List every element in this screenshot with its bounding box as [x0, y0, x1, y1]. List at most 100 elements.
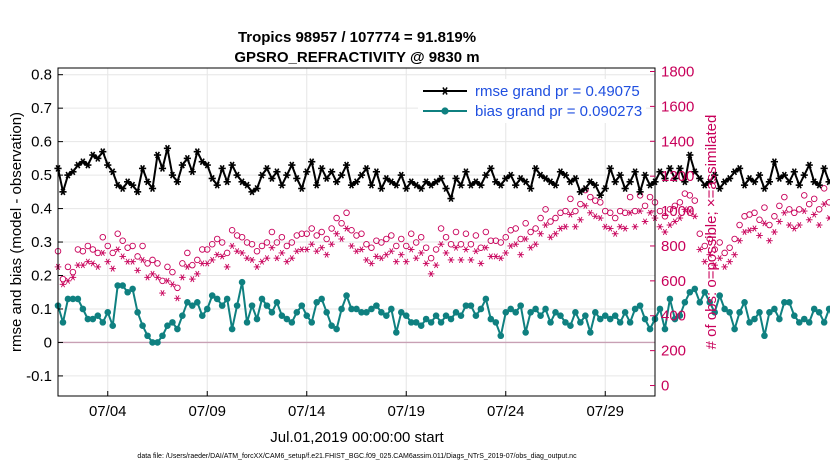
assimilated-point: [169, 281, 176, 288]
rmse-point: [168, 171, 177, 179]
bias-point: [308, 319, 316, 326]
bias-point: [194, 298, 201, 306]
y-right-tick-label: 0: [661, 378, 669, 395]
bias-point: [129, 285, 136, 293]
possible-point: [422, 244, 430, 251]
bias-point: [174, 325, 181, 333]
rmse-point: [457, 181, 465, 189]
possible-point: [532, 225, 539, 232]
legend-rmse-asterisk: [441, 87, 449, 95]
assimilated-point: [746, 227, 753, 234]
possible-point: [482, 228, 490, 236]
rmse-point: [313, 181, 321, 189]
assimilated-point: [562, 223, 569, 230]
assimilated-point: [333, 230, 340, 237]
possible-point: [114, 230, 121, 237]
assimilated-point: [572, 223, 579, 230]
assimilated-point: [99, 249, 107, 257]
assimilated-point: [378, 255, 385, 262]
assimilated-point: [328, 241, 335, 248]
rmse-point: [666, 164, 674, 172]
possible-point: [542, 206, 549, 213]
rmse-point: [417, 184, 425, 193]
bias-point: [104, 309, 112, 316]
possible-point: [263, 239, 271, 246]
possible-point: [751, 209, 758, 217]
possible-point: [59, 275, 67, 283]
bias-point: [472, 312, 480, 319]
series-possible: [54, 185, 830, 292]
possible-point: [641, 202, 649, 210]
possible-point: [587, 193, 594, 201]
assimilated-point: [79, 262, 87, 269]
possible-point: [805, 200, 813, 208]
assimilated-point: [666, 221, 674, 229]
rmse-point: [581, 184, 589, 193]
assimilated-point: [756, 232, 763, 239]
possible-point: [348, 227, 355, 234]
assimilated-point: [59, 281, 67, 288]
rmse-point: [556, 168, 565, 176]
assimilated-point: [606, 225, 614, 232]
bias-point: [268, 309, 276, 316]
bias-point: [666, 295, 674, 303]
bias-point: [422, 315, 430, 323]
rmse-point: [711, 171, 719, 179]
assimilated-point: [253, 263, 261, 270]
possible-point: [706, 235, 713, 243]
rmse-point: [183, 154, 191, 162]
rmse-point: [94, 154, 102, 162]
assimilated-point: [452, 244, 460, 251]
assimilated-point: [462, 246, 470, 253]
rmse-point: [576, 188, 584, 196]
bias-point: [343, 292, 350, 299]
assimilated-point: [343, 225, 350, 232]
rmse-point: [770, 158, 778, 166]
rmse-point: [347, 181, 356, 189]
bias-point: [601, 312, 609, 319]
bias-point: [820, 319, 828, 326]
possible-point: [656, 207, 664, 215]
y-tick-label: 0.5: [31, 167, 52, 184]
rmse-point: [342, 161, 351, 169]
possible-point: [218, 239, 226, 246]
rmse-point: [671, 174, 679, 182]
possible-point: [567, 195, 574, 203]
y-tick-label: 0.7: [31, 100, 52, 117]
rmse-point: [676, 164, 684, 172]
possible-point: [666, 206, 674, 213]
bias-point: [124, 288, 131, 296]
y-right-tick-label: 400: [661, 308, 686, 325]
possible-point: [129, 242, 136, 250]
rmse-point: [333, 178, 341, 186]
bias-point: [333, 325, 340, 333]
bias-point: [114, 282, 121, 289]
possible-point: [442, 233, 450, 241]
rmse-point: [104, 161, 112, 169]
possible-point: [303, 230, 311, 237]
assimilated-point: [537, 230, 544, 237]
rmse-point: [362, 164, 371, 172]
bias-point: [716, 292, 723, 299]
rmse-point: [686, 151, 694, 159]
assimilated-point: [547, 234, 554, 241]
possible-point: [328, 225, 335, 232]
assimilated-point: [825, 214, 830, 222]
rmse-point: [178, 161, 186, 169]
bias-point: [323, 309, 330, 316]
rmse-point: [805, 161, 813, 169]
bias-point: [109, 322, 117, 330]
possible-point: [154, 260, 161, 267]
rmse-point: [636, 188, 644, 196]
bias-point: [587, 329, 594, 336]
bias-point: [353, 305, 360, 313]
x-tick-label: 07/14: [288, 403, 326, 420]
rmse-point: [432, 178, 440, 186]
rmse-point: [810, 178, 818, 186]
assimilated-point: [800, 207, 808, 215]
bias-point: [248, 302, 256, 309]
possible-point: [497, 239, 505, 246]
bias-point: [676, 312, 684, 319]
assimilated-point: [457, 256, 465, 263]
possible-point: [69, 268, 77, 276]
